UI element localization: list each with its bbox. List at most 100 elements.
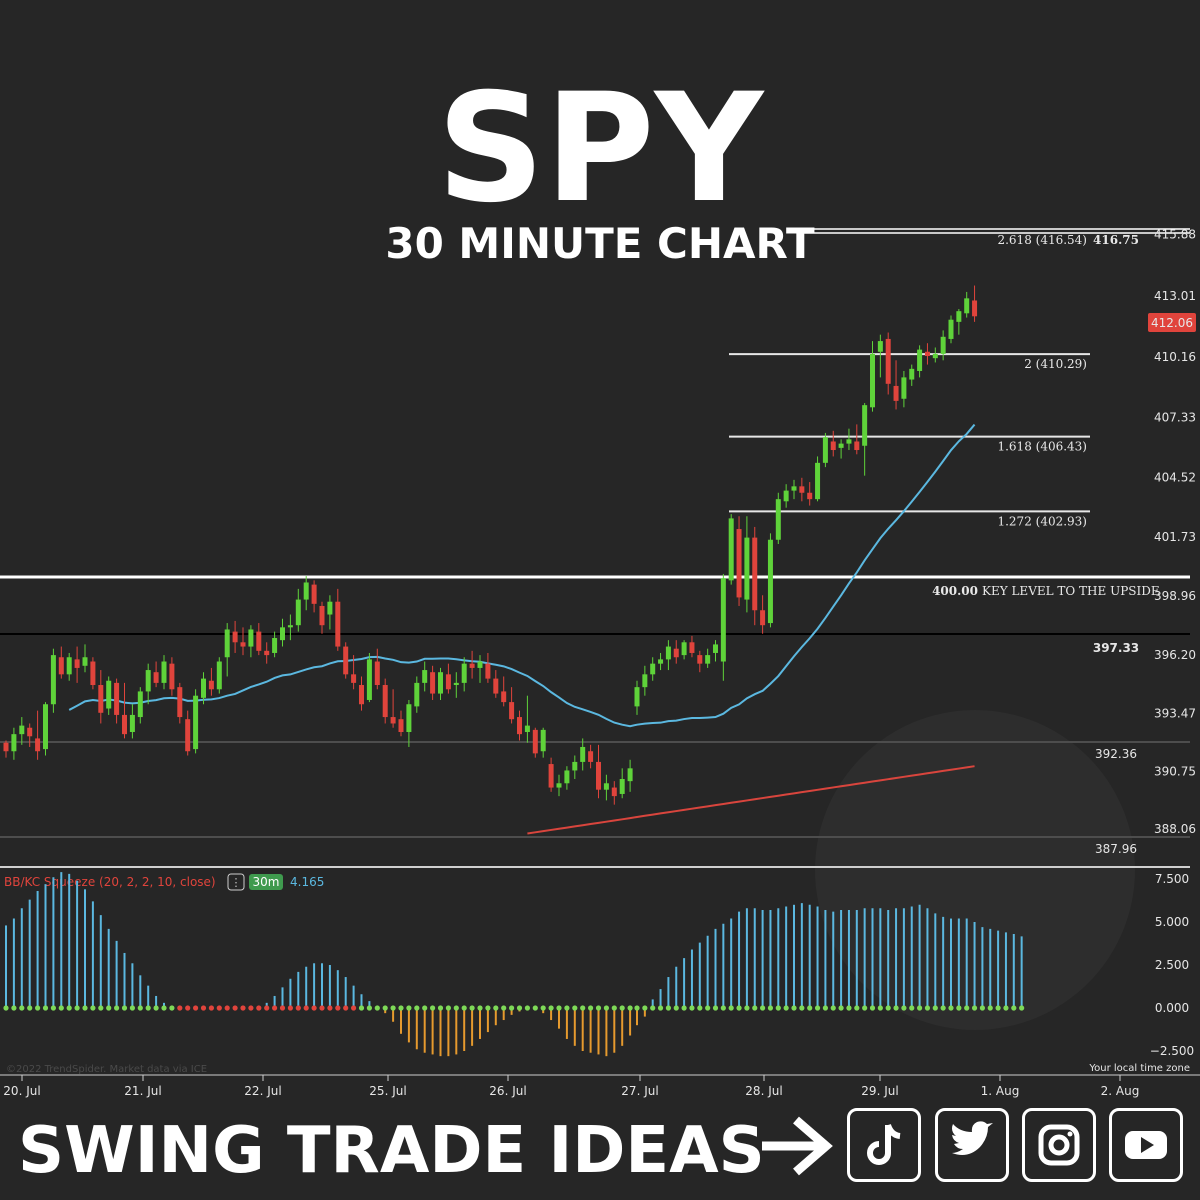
candle-body	[665, 646, 671, 660]
squeeze-dot	[509, 1005, 515, 1011]
instagram-icon[interactable]	[1022, 1108, 1096, 1182]
squeeze-dot	[414, 1005, 420, 1011]
copyright-note: ©2022 TrendSpider. Market data via ICE	[6, 1064, 207, 1075]
candle-body	[422, 670, 428, 683]
squeeze-dot	[580, 1005, 586, 1011]
candle-body	[603, 783, 609, 790]
squeeze-dot	[453, 1005, 459, 1011]
squeeze-dot	[114, 1005, 120, 1011]
candle-body	[580, 746, 586, 762]
oscillator-axis: 7.500 5.000 2.500 0.000 −2.500	[1150, 872, 1194, 1058]
squeeze-dot	[248, 1005, 254, 1011]
price-tick-label: 407.33	[1154, 410, 1196, 424]
candle-body	[485, 663, 491, 679]
level-tag: 392.36	[1095, 747, 1137, 761]
candle-body	[216, 661, 222, 690]
squeeze-dot	[595, 1005, 602, 1011]
squeeze-dot	[185, 1005, 191, 1011]
date-tick-label: 27. Jul	[621, 1084, 658, 1098]
candle-body	[744, 537, 750, 600]
squeeze-dot	[516, 1005, 523, 1011]
key-level-value: 400.00	[932, 584, 978, 598]
candle-body	[311, 584, 317, 604]
candle-body	[35, 738, 41, 752]
candle-body	[948, 319, 954, 339]
squeeze-dot	[374, 1005, 380, 1011]
squeeze-dot	[752, 1005, 758, 1011]
candle-body	[548, 764, 554, 788]
date-tick-label: 29. Jul	[861, 1084, 898, 1098]
squeeze-dot	[634, 1005, 640, 1011]
candle-body	[43, 704, 48, 750]
twitter-icon[interactable]	[935, 1108, 1009, 1182]
squeeze-dot	[208, 1005, 214, 1011]
date-tick-label: 20. Jul	[3, 1084, 40, 1098]
price-levels: 2.618 (416.54) 416.75 2 (410.29) 1.618 (406…	[0, 228, 1190, 868]
candle-body	[82, 657, 88, 666]
squeeze-dot	[548, 1005, 554, 1011]
candle-body	[137, 691, 143, 718]
date-tick-label: 1. Aug	[981, 1084, 1020, 1098]
candle-body	[807, 492, 813, 500]
moving-averages	[68, 423, 976, 835]
price-tick-label: 388.06	[1154, 822, 1196, 836]
candle-body	[932, 353, 938, 359]
squeeze-dot	[358, 1005, 365, 1011]
squeeze-dot	[665, 1005, 672, 1011]
squeeze-dot	[995, 1005, 1001, 1011]
candle-body	[359, 685, 364, 705]
squeeze-dot	[862, 1005, 868, 1011]
candle-body	[596, 761, 601, 790]
level-tag: 416.75	[1093, 233, 1139, 247]
squeeze-dot	[799, 1005, 805, 1011]
squeeze-dot	[728, 1005, 734, 1011]
candle-body	[791, 486, 797, 491]
squeeze-dot	[932, 1005, 938, 1011]
last-price-value: 412.06	[1151, 316, 1193, 330]
oscillator-tick-label: 2.500	[1155, 958, 1189, 972]
candle-body	[775, 499, 781, 540]
squeeze-dot	[807, 1005, 813, 1011]
candle-body	[122, 714, 127, 735]
price-tick-label: 415.88	[1154, 228, 1196, 242]
candle-body	[11, 734, 17, 752]
slow-moving-average-line	[527, 765, 975, 835]
candle-body	[964, 298, 970, 314]
squeeze-dot	[869, 1005, 876, 1011]
candle-body	[752, 537, 758, 611]
candle-body	[208, 680, 214, 690]
squeeze-dot	[893, 1005, 899, 1011]
candle-body	[66, 657, 72, 675]
squeeze-dot	[398, 1005, 404, 1011]
candle-body	[673, 648, 679, 658]
squeeze-dot	[846, 1005, 852, 1011]
squeeze-dot	[540, 1005, 546, 1011]
squeeze-dot	[956, 1005, 962, 1011]
squeeze-dot	[720, 1005, 726, 1011]
fib-level-label: 1.272 (402.93)	[997, 514, 1087, 528]
squeeze-dot	[319, 1005, 325, 1011]
date-tick-label: 25. Jul	[369, 1084, 406, 1098]
candle-body	[106, 680, 112, 709]
candle-body	[351, 674, 357, 683]
candle-body	[713, 644, 718, 653]
candle-body	[924, 351, 930, 357]
candle-body	[477, 661, 483, 668]
candle-body	[689, 642, 695, 653]
candle-body	[295, 599, 301, 626]
candle-body	[815, 462, 821, 500]
squeeze-dot	[987, 1005, 993, 1011]
candle-body	[588, 751, 594, 762]
youtube-icon[interactable]	[1109, 1108, 1183, 1182]
candle-body	[658, 659, 664, 664]
candle-body	[697, 655, 703, 664]
tiktok-icon[interactable]	[847, 1108, 921, 1182]
date-tick-label: 28. Jul	[745, 1084, 782, 1098]
squeeze-dot	[177, 1005, 183, 1011]
squeeze-dot	[681, 1005, 687, 1011]
more-options-icon[interactable]	[227, 873, 245, 891]
squeeze-dot	[3, 1005, 9, 1011]
price-tick-label: 398.96	[1154, 589, 1196, 603]
timeframe-badge[interactable]	[249, 874, 283, 890]
